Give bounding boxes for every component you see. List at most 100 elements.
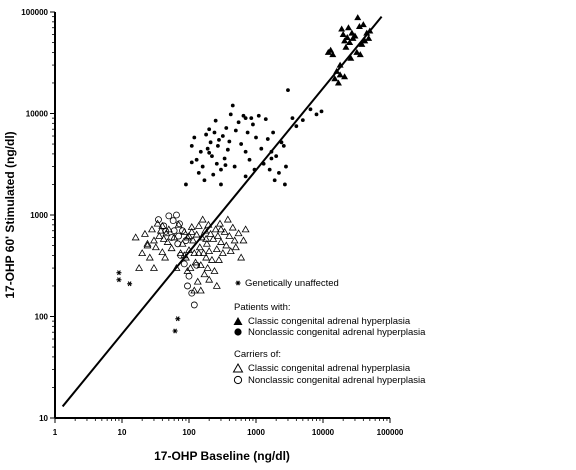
point-patients-nonclassic bbox=[207, 127, 212, 132]
point-carriers-classic bbox=[205, 275, 214, 283]
point-patients-classic bbox=[348, 29, 356, 36]
point-patients-classic bbox=[355, 22, 363, 29]
point-patients-nonclassic bbox=[212, 130, 217, 135]
point-patients-nonclassic bbox=[272, 178, 277, 183]
point-carriers-classic bbox=[186, 263, 195, 271]
point-carriers-classic bbox=[214, 255, 223, 263]
point-carriers-classic bbox=[163, 238, 172, 245]
point-patients-nonclassic bbox=[308, 107, 313, 112]
point-patients-nonclassic bbox=[236, 120, 241, 125]
point-patients-nonclassic bbox=[243, 149, 248, 154]
point-patients-classic bbox=[329, 51, 337, 58]
y-tick-label: 10000 bbox=[26, 110, 49, 119]
point-patients-nonclassic bbox=[205, 146, 210, 151]
point-patients-classic bbox=[327, 46, 335, 53]
legend-marker-carriers-classic bbox=[232, 362, 244, 373]
point-patients-nonclassic bbox=[202, 178, 207, 183]
regression-line bbox=[61, 16, 383, 408]
legend-heading-patients: Patients with: bbox=[234, 302, 291, 313]
point-patients-nonclassic bbox=[219, 167, 223, 172]
point-carriers-nonclassic bbox=[182, 237, 190, 244]
point-patients-nonclassic bbox=[213, 118, 218, 123]
point-patients-classic bbox=[354, 14, 362, 21]
point-carriers-classic bbox=[185, 231, 193, 239]
point-carriers-nonclassic bbox=[185, 272, 193, 280]
point-carriers-nonclassic bbox=[168, 234, 176, 241]
point-patients-nonclassic bbox=[225, 147, 230, 152]
point-carriers-classic bbox=[234, 229, 243, 237]
point-patients-classic bbox=[347, 54, 355, 61]
point-patients-nonclassic bbox=[267, 167, 272, 172]
point-carriers-classic bbox=[199, 249, 208, 257]
point-carriers-classic bbox=[196, 261, 205, 269]
point-patients-classic bbox=[356, 51, 364, 58]
point-carriers-classic bbox=[149, 263, 158, 271]
point-carriers-classic bbox=[218, 249, 227, 257]
point-carriers-classic bbox=[203, 263, 212, 271]
point-carriers-classic bbox=[187, 227, 196, 235]
x-tick-label: 1000 bbox=[247, 428, 265, 437]
point-carriers-classic bbox=[194, 221, 203, 229]
point-patients-nonclassic bbox=[207, 150, 212, 155]
legend-marker-patients-classic bbox=[233, 317, 243, 325]
point-carriers-nonclassic bbox=[155, 216, 162, 224]
y-tick-label: 1000 bbox=[30, 211, 48, 220]
point-patients-nonclassic bbox=[300, 118, 305, 123]
y-axis-title: 17-OHP 60' Stimulated (ng/dl) bbox=[3, 131, 17, 298]
point-carriers-classic bbox=[204, 220, 213, 228]
point-patients-classic bbox=[331, 75, 339, 82]
point-carriers-classic bbox=[153, 219, 162, 227]
point-unaffected bbox=[175, 316, 181, 322]
point-patients-nonclassic bbox=[204, 132, 209, 137]
point-patients-classic bbox=[338, 25, 346, 32]
point-patients-nonclassic bbox=[261, 161, 266, 166]
legend-marker-carriers-nonclassic bbox=[233, 375, 243, 385]
x-ticks bbox=[54, 418, 391, 423]
point-carriers-classic bbox=[212, 281, 221, 289]
legend-marker-unaffected bbox=[235, 280, 241, 286]
legend-heading-carriers: Carriers of: bbox=[234, 349, 281, 360]
point-carriers-nonclassic bbox=[165, 212, 173, 220]
point-carriers-classic bbox=[145, 253, 154, 261]
point-patients-nonclassic bbox=[259, 146, 264, 151]
point-carriers-classic bbox=[207, 255, 216, 263]
point-patients-nonclassic bbox=[217, 137, 221, 142]
point-carriers-classic bbox=[206, 229, 215, 237]
point-patients-nonclassic bbox=[196, 170, 201, 175]
point-carriers-classic bbox=[189, 236, 198, 244]
point-patients-nonclassic bbox=[184, 182, 188, 187]
point-carriers-nonclassic bbox=[173, 211, 180, 219]
point-carriers-classic bbox=[200, 270, 209, 278]
point-patients-nonclassic bbox=[245, 130, 250, 135]
point-carriers-classic bbox=[230, 236, 239, 244]
point-carriers-classic bbox=[211, 225, 220, 233]
point-patients-nonclassic bbox=[220, 134, 225, 138]
point-patients-classic bbox=[351, 32, 359, 39]
point-carriers-classic bbox=[158, 248, 167, 256]
point-patients-classic bbox=[343, 34, 351, 41]
point-patients-nonclassic bbox=[214, 161, 219, 166]
point-unaffected bbox=[127, 281, 133, 287]
point-carriers-classic bbox=[231, 243, 240, 251]
point-carriers-classic bbox=[202, 234, 211, 242]
x-tick-label: 100000 bbox=[377, 428, 404, 437]
point-patients-nonclassic bbox=[228, 112, 233, 117]
point-carriers-classic bbox=[197, 233, 206, 241]
point-carriers-nonclassic bbox=[162, 227, 170, 235]
point-patients-nonclassic bbox=[294, 124, 299, 129]
point-patients-nonclassic bbox=[314, 112, 319, 117]
point-carriers-classic bbox=[237, 253, 246, 261]
point-patients-classic bbox=[358, 40, 366, 47]
point-carriers-classic bbox=[202, 239, 211, 247]
point-carriers-classic bbox=[151, 243, 160, 251]
point-patients-nonclassic bbox=[189, 160, 194, 165]
y-tick-labels: 10 100 1000 10000 100000 bbox=[21, 8, 48, 423]
point-carriers-classic bbox=[159, 234, 168, 242]
point-patients-nonclassic bbox=[277, 170, 281, 175]
legend: Genetically unaffected Patients with: Cl… bbox=[232, 278, 426, 386]
point-carriers-classic bbox=[225, 231, 234, 239]
point-carriers-classic bbox=[143, 239, 152, 247]
x-tick-labels: 1 10 100 1000 10000 100000 bbox=[53, 428, 404, 437]
point-carriers-classic bbox=[155, 231, 164, 239]
